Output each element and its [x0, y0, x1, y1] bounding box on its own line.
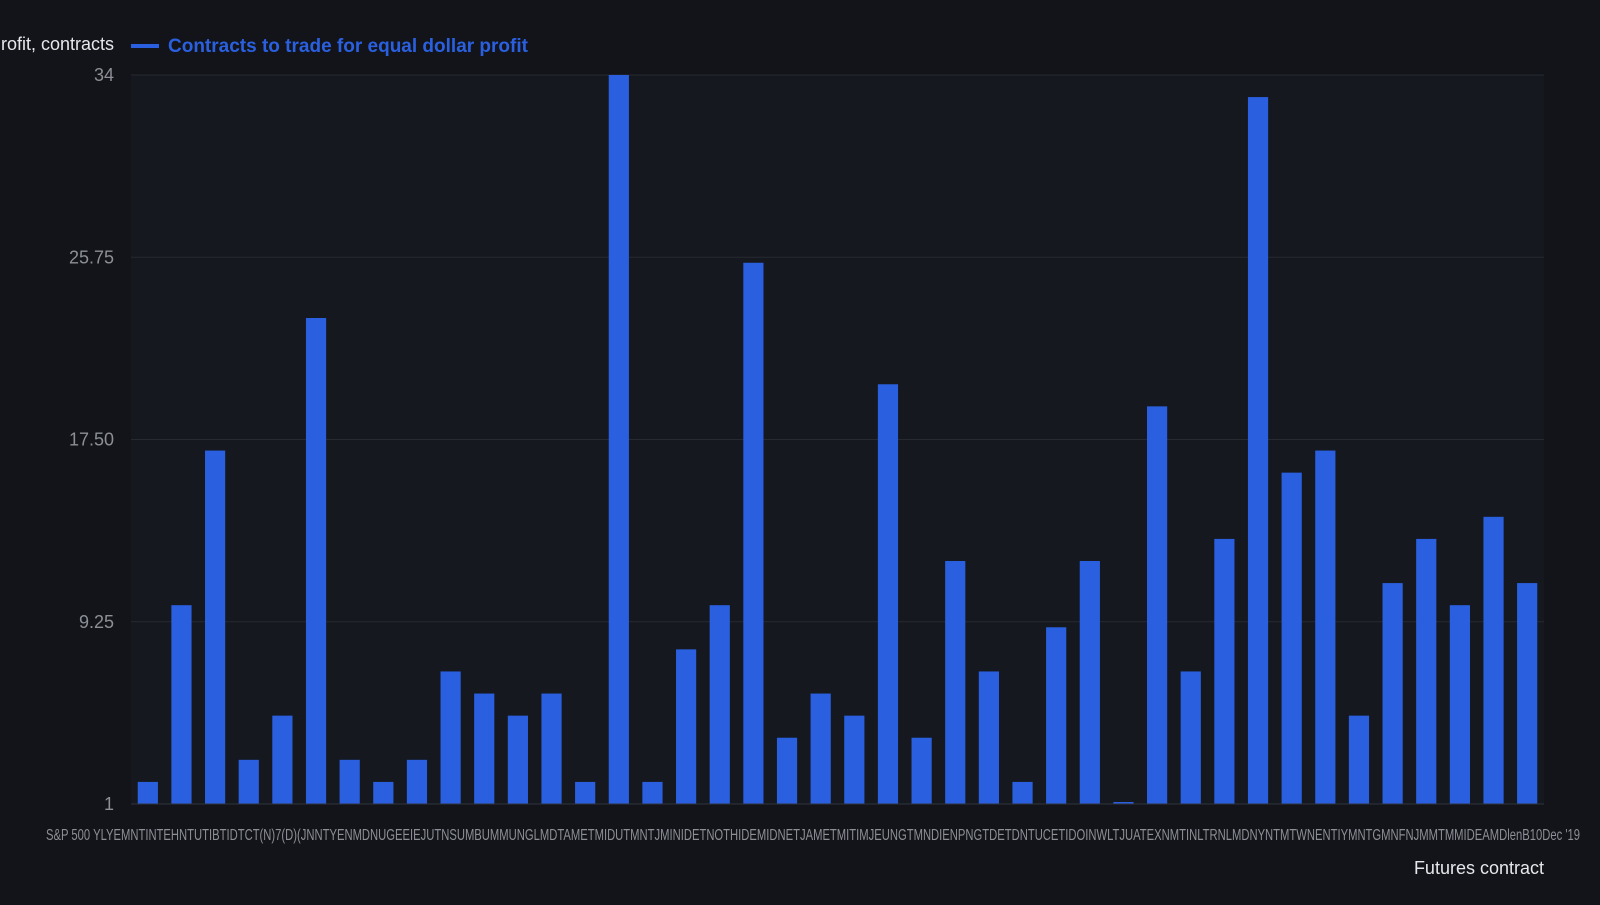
- bar[interactable]: [743, 262, 764, 805]
- bar[interactable]: [440, 671, 461, 804]
- bar[interactable]: [541, 693, 562, 804]
- bar[interactable]: [608, 75, 629, 804]
- bar[interactable]: [373, 781, 394, 804]
- y-tick-labels: 1 9.25 17.50 25.75 34: [69, 65, 114, 814]
- bar[interactable]: [1113, 802, 1134, 804]
- bar[interactable]: [339, 759, 360, 804]
- bar[interactable]: [1483, 516, 1504, 804]
- bar[interactable]: [911, 737, 932, 804]
- bar[interactable]: [1348, 715, 1370, 804]
- bar[interactable]: [1517, 583, 1538, 804]
- x-tick-labels: S&P 500 YLYEMNTINTEHNTUTIBTIDTCT(N)7(D)(…: [46, 827, 1580, 844]
- bar[interactable]: [1079, 561, 1100, 804]
- bar[interactable]: [137, 781, 158, 804]
- bar[interactable]: [406, 759, 428, 804]
- bar[interactable]: [844, 715, 865, 804]
- y-tick-label: 17.50: [69, 430, 114, 450]
- bars: [137, 75, 1538, 805]
- bar[interactable]: [507, 715, 528, 804]
- bar[interactable]: [1315, 450, 1336, 804]
- bar[interactable]: [474, 693, 495, 804]
- bar[interactable]: [1247, 97, 1269, 804]
- y-axis-label: rofit, contracts: [1, 34, 114, 54]
- bar[interactable]: [1449, 605, 1470, 804]
- bar[interactable]: [1416, 538, 1437, 804]
- bar[interactable]: [877, 384, 899, 804]
- bar[interactable]: [1281, 472, 1302, 804]
- bar[interactable]: [978, 671, 999, 804]
- legend-label[interactable]: Contracts to trade for equal dollar prof…: [168, 36, 529, 57]
- bar[interactable]: [171, 605, 192, 804]
- bar[interactable]: [676, 649, 697, 804]
- bar[interactable]: [205, 450, 226, 804]
- bar[interactable]: [575, 781, 596, 804]
- bar[interactable]: [709, 605, 730, 804]
- y-tick-label: 1: [104, 794, 114, 814]
- bar[interactable]: [945, 561, 966, 804]
- bar[interactable]: [238, 759, 259, 804]
- bar[interactable]: [305, 318, 327, 804]
- bar[interactable]: [810, 693, 831, 804]
- y-tick-label: 25.75: [69, 247, 114, 267]
- bar[interactable]: [1012, 781, 1033, 804]
- bar[interactable]: [642, 781, 663, 804]
- y-tick-label: 9.25: [79, 612, 114, 632]
- bar[interactable]: [1382, 583, 1403, 804]
- bar[interactable]: [272, 715, 293, 804]
- y-tick-label: 34: [94, 65, 114, 85]
- bar[interactable]: [1180, 671, 1201, 804]
- bar[interactable]: [1214, 538, 1235, 804]
- bar[interactable]: [1147, 406, 1168, 804]
- gridlines: [131, 74, 1544, 623]
- x-axis-label: Futures contract: [1414, 858, 1544, 878]
- bar[interactable]: [776, 737, 798, 804]
- bar[interactable]: [1046, 627, 1067, 804]
